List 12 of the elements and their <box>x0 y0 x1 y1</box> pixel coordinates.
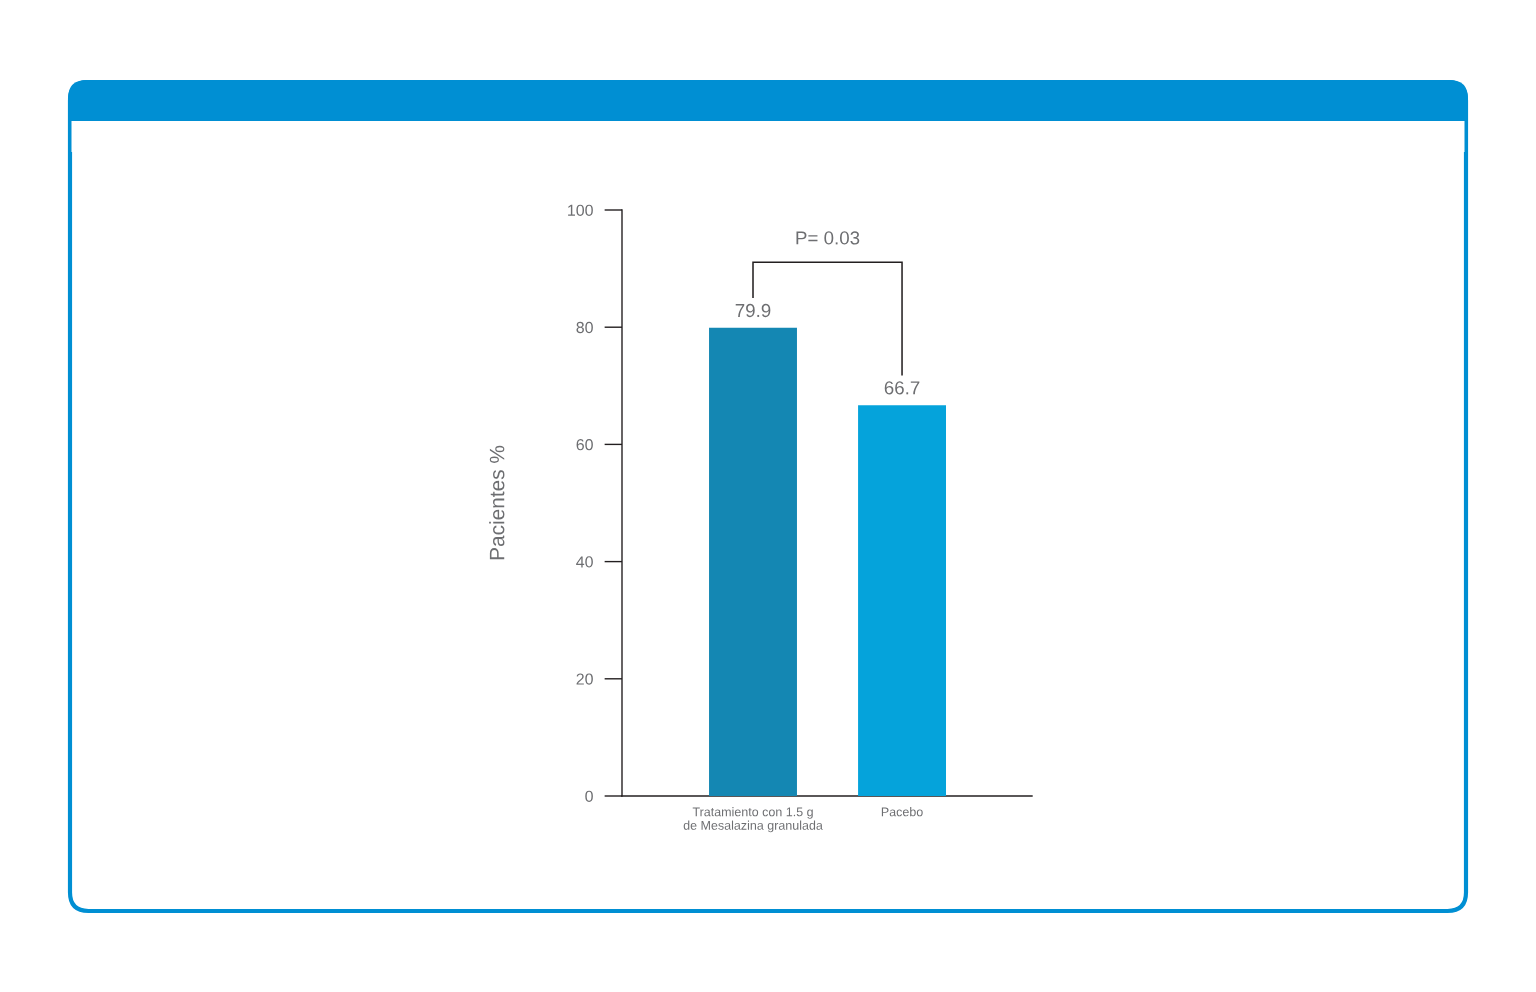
x-tick-label: Pacebo <box>881 807 923 817</box>
y-axis-title: Pacientes % <box>489 445 505 560</box>
data-label: 79.9 <box>735 303 771 318</box>
y-tick-label: 40 <box>576 556 593 568</box>
y-tick-label: 60 <box>576 439 593 451</box>
x-tick-label: Tratamiento con 1.5 g de Mesalazina granulada <box>683 807 823 833</box>
y-tick-label: 100 <box>568 204 593 216</box>
data-label: 66.7 <box>884 381 920 395</box>
y-tick-label: 20 <box>576 673 593 685</box>
y-tick-label: 80 <box>576 321 593 334</box>
y-tick-label: 0 <box>585 790 593 802</box>
annotation: P= 0.03 <box>796 231 860 245</box>
